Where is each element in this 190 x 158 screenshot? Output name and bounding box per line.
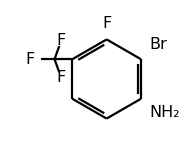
Text: F: F [102,16,111,31]
Text: F: F [25,52,35,67]
Text: Br: Br [150,37,167,52]
Text: F: F [57,33,66,48]
Text: NH₂: NH₂ [150,105,180,120]
Text: F: F [57,70,66,85]
